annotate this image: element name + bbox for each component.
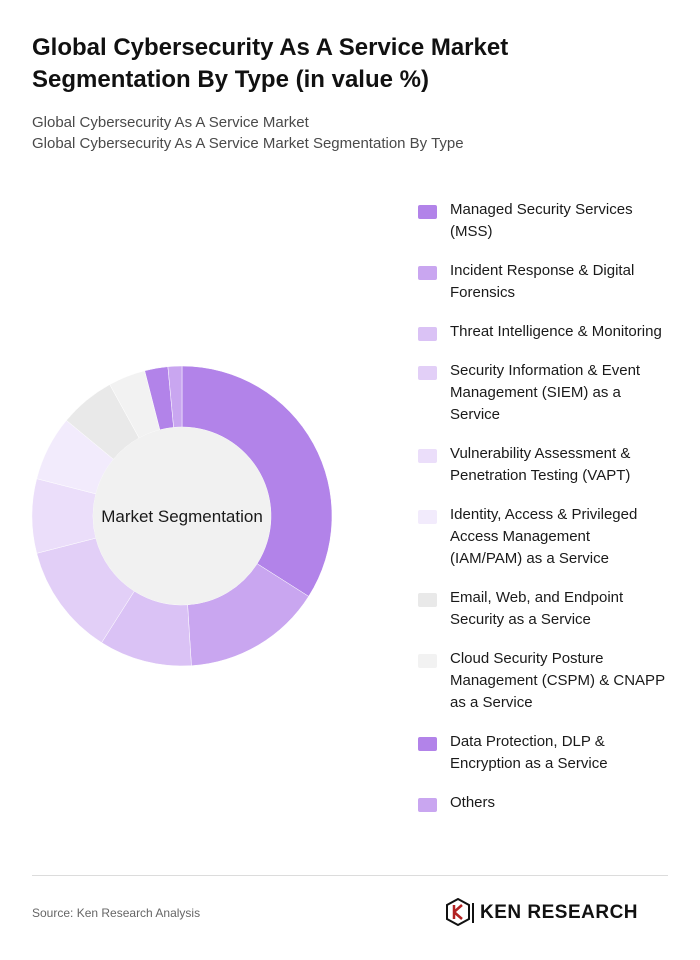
legend-swatch xyxy=(418,327,437,341)
legend-swatch xyxy=(418,593,437,607)
chart-subtitle-secondary: Global Cybersecurity As A Service Market… xyxy=(32,135,464,152)
legend-swatch xyxy=(418,737,437,751)
legend-swatch xyxy=(418,266,437,280)
brand-name: KEN RESEARCH xyxy=(480,902,639,923)
legend-item: Incident Response & Digital Forensics xyxy=(418,260,668,304)
legend-label: Threat Intelligence & Monitoring xyxy=(450,323,662,340)
chart-subtitle: Global Cybersecurity As A Service Market xyxy=(32,114,309,131)
center-label: Market Segmentation xyxy=(101,507,263,526)
legend-label: Managed Security Services (MSS) xyxy=(450,201,633,240)
legend-item: Security Information & Event Management … xyxy=(418,360,668,426)
legend-item: Others xyxy=(418,792,668,814)
legend-label: Vulnerability Assessment & Penetration T… xyxy=(450,445,631,484)
donut-chart: Market Segmentation xyxy=(31,365,333,667)
legend-swatch xyxy=(418,366,437,380)
legend-item: Data Protection, DLP & Encryption as a S… xyxy=(418,731,668,775)
legend-item: Cloud Security Posture Management (CSPM)… xyxy=(418,648,668,714)
legend-label: Identity, Access & Privileged Access Man… xyxy=(450,506,638,567)
legend-swatch xyxy=(418,510,437,524)
legend-label: Email, Web, and Endpoint Security as a S… xyxy=(450,589,624,628)
legend-item: Managed Security Services (MSS) xyxy=(418,199,668,243)
source-note: Source: Ken Research Analysis xyxy=(32,906,201,920)
legend-item: Identity, Access & Privileged Access Man… xyxy=(418,504,668,570)
donut-hole xyxy=(93,427,271,605)
legend-label: Data Protection, DLP & Encryption as a S… xyxy=(450,733,608,772)
legend-swatch xyxy=(418,654,437,668)
legend-item: Vulnerability Assessment & Penetration T… xyxy=(418,443,668,487)
brand-separator xyxy=(472,903,474,923)
legend-swatch xyxy=(418,798,437,812)
legend-swatch xyxy=(418,205,437,219)
legend-item: Threat Intelligence & Monitoring xyxy=(418,321,668,343)
brand-logo: KEN RESEARCH xyxy=(446,897,638,928)
footer-divider xyxy=(32,875,668,876)
legend-label: Security Information & Event Management … xyxy=(450,362,641,423)
donut-slices xyxy=(31,365,333,667)
chart-title: Global Cybersecurity As A Service Market… xyxy=(32,34,509,93)
legend-swatch xyxy=(418,449,437,463)
legend-label: Others xyxy=(450,794,496,811)
brand-mark-icon xyxy=(446,897,470,927)
legend-item: Email, Web, and Endpoint Security as a S… xyxy=(418,587,668,631)
legend-label: Incident Response & Digital Forensics xyxy=(450,262,635,301)
legend-label: Cloud Security Posture Management (CSPM)… xyxy=(450,650,665,711)
